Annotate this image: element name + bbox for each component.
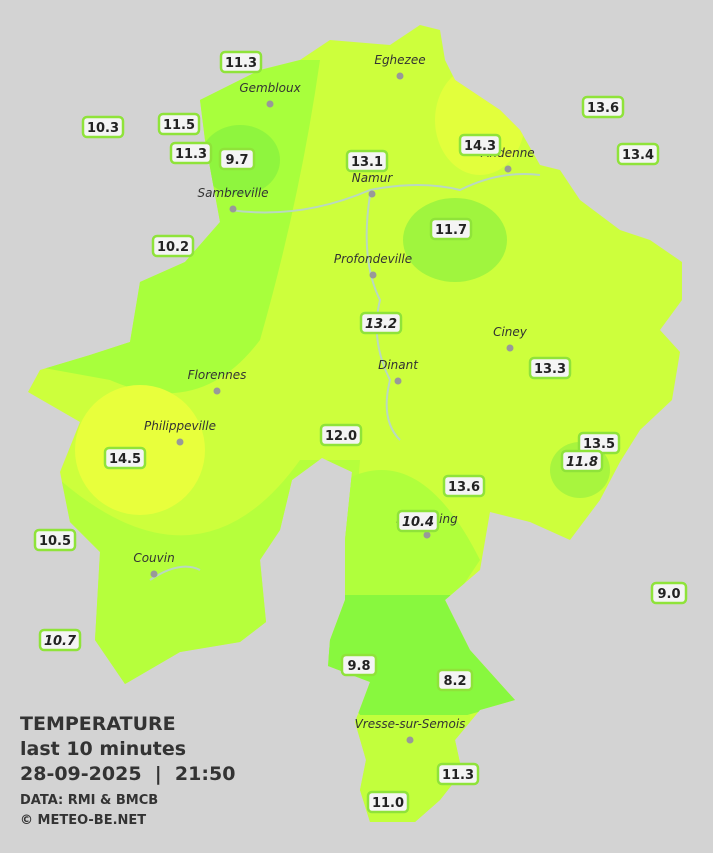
station-box <box>219 50 263 74</box>
station-temp: 9.7 <box>225 153 248 168</box>
station-box <box>560 449 604 473</box>
station-box <box>340 653 378 677</box>
city-name: Dinant <box>378 358 419 372</box>
station-box <box>396 509 440 533</box>
title-copyright: © METEO-BE.NET <box>20 813 146 828</box>
station-box <box>616 142 660 166</box>
city-dot <box>150 570 158 578</box>
station-temp: 9.8 <box>347 659 370 674</box>
station-temp: 13.6 <box>448 480 480 495</box>
title-timestamp: 28-09-2025 | 21:50 <box>20 763 235 785</box>
city-dot <box>396 72 404 80</box>
station-temp: 10.3 <box>87 121 119 136</box>
station-box <box>442 474 486 498</box>
station-box <box>169 141 213 165</box>
station-temp: 11.5 <box>163 118 195 133</box>
city-dot <box>506 344 514 352</box>
station-box <box>359 311 403 335</box>
station-temp: 14.3 <box>464 139 496 154</box>
city-name: Sambreville <box>197 186 268 200</box>
station-temp: 11.0 <box>372 796 404 811</box>
city-dot <box>266 100 274 108</box>
city-dot <box>368 190 376 198</box>
station-box <box>650 581 688 605</box>
city-name: Philippeville <box>144 419 216 433</box>
station-temp: 9.0 <box>657 587 680 602</box>
station-box <box>366 790 410 814</box>
station-temp: 11.8 <box>566 455 598 470</box>
station-box <box>33 528 77 552</box>
city-dot <box>394 377 402 385</box>
station-box <box>103 446 147 470</box>
station-box <box>345 149 389 173</box>
city-name: Vresse-sur-Semois <box>355 717 466 731</box>
station-temp: 13.2 <box>365 317 397 332</box>
station-temp: 11.3 <box>225 56 257 71</box>
city-name: Florennes <box>188 368 247 382</box>
station-temp: 11.3 <box>175 147 207 162</box>
city-dot <box>176 438 184 446</box>
station-temp: 11.3 <box>442 768 474 783</box>
city-name: Gembloux <box>239 81 301 95</box>
station-box <box>458 133 502 157</box>
station-box <box>81 115 125 139</box>
station-temp: 10.7 <box>44 634 77 649</box>
station-box <box>157 112 201 136</box>
station-temp: 10.4 <box>402 515 434 530</box>
city-dot <box>369 271 377 279</box>
city-dot <box>423 531 431 539</box>
station-temp: 13.4 <box>622 148 654 163</box>
station-temp: 13.1 <box>351 155 383 170</box>
station-temp: 13.5 <box>583 437 615 452</box>
city-dot <box>504 165 512 173</box>
station-box <box>581 95 625 119</box>
station-box <box>218 147 256 171</box>
station-temp: 13.6 <box>587 101 619 116</box>
city-dot <box>229 205 237 213</box>
station-box <box>38 628 82 652</box>
station-box <box>436 668 474 692</box>
title-source: DATA: RMI & BMCB <box>20 793 158 808</box>
city-name: Couvin <box>133 551 174 565</box>
city-name: Eghezee <box>374 53 425 67</box>
station-temp: 10.5 <box>39 534 71 549</box>
city-name: Profondeville <box>334 252 412 266</box>
station-box <box>436 762 480 786</box>
station-box <box>319 423 363 447</box>
city-name: Namur <box>352 171 394 185</box>
station-box <box>528 356 572 380</box>
city-dot <box>213 387 221 395</box>
city-name: Ciney <box>493 325 528 339</box>
station-box <box>151 234 195 258</box>
station-temp: 12.0 <box>325 429 357 444</box>
station-temp: 13.3 <box>534 362 566 377</box>
title-heading: TEMPERATURE <box>20 713 176 735</box>
station-temp: 11.7 <box>435 223 467 238</box>
station-temp: 14.5 <box>109 452 141 467</box>
city-dot <box>406 736 414 744</box>
station-temp: 10.2 <box>157 240 189 255</box>
station-box <box>429 217 473 241</box>
station-temp: 8.2 <box>443 674 466 689</box>
title-period: last 10 minutes <box>20 738 186 760</box>
